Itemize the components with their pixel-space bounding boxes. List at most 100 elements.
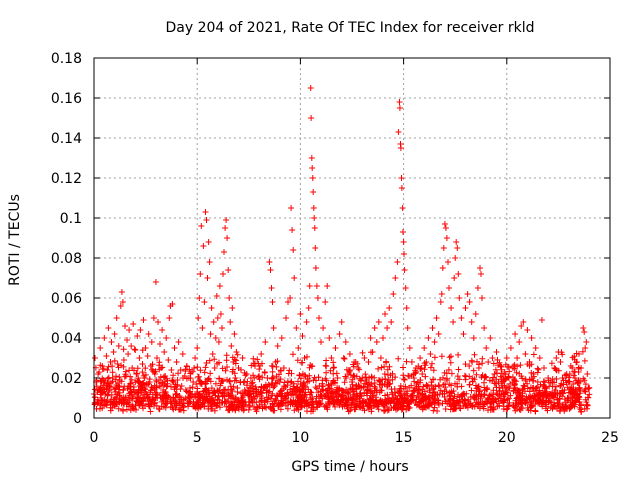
data-point: [185, 375, 192, 381]
data-point: [189, 391, 195, 397]
data-point: [423, 359, 430, 365]
data-point-band: [476, 388, 483, 394]
data-point-band: [222, 386, 229, 393]
data-point: [144, 353, 151, 359]
data-point-band: [511, 382, 518, 389]
data-point: [413, 365, 419, 371]
data-point: [227, 319, 234, 325]
data-point: [481, 325, 488, 331]
data-point-band: [367, 382, 374, 389]
data-point-band: [558, 404, 564, 411]
data-point: [400, 229, 406, 235]
data-point-band: [216, 359, 222, 366]
data-point-band: [212, 380, 219, 387]
data-point: [501, 369, 508, 375]
data-point-band: [389, 370, 396, 377]
data-point-band: [238, 395, 245, 402]
data-point-band: [195, 374, 202, 380]
data-point-band: [233, 404, 239, 411]
data-point: [440, 245, 447, 251]
data-point-band: [466, 381, 473, 388]
data-point-band: [520, 382, 527, 389]
data-point-band: [312, 384, 319, 391]
data-point-band: [107, 404, 114, 411]
data-point-band: [490, 391, 496, 398]
data-point: [179, 351, 186, 357]
data-point: [320, 325, 327, 331]
data-point-band: [551, 394, 558, 401]
data-point: [386, 305, 393, 311]
data-point: [563, 371, 570, 377]
data-point-band: [503, 376, 509, 382]
data-point-band: [578, 402, 585, 409]
data-point-band: [556, 396, 563, 402]
data-point-band: [294, 384, 301, 391]
data-point: [231, 331, 238, 337]
data-point-band: [519, 405, 526, 412]
data-point-band: [234, 399, 241, 406]
data-point-band: [331, 401, 338, 408]
data-point-band: [231, 370, 238, 377]
data-point: [140, 317, 147, 323]
data-point-band: [466, 373, 473, 380]
data-point-band: [195, 397, 202, 404]
data-point: [446, 285, 452, 291]
data-point: [230, 359, 237, 365]
data-point: [164, 383, 171, 389]
data-point-band: [336, 391, 343, 398]
data-point: [272, 359, 279, 365]
data-point-band: [234, 351, 241, 358]
data-point-band: [325, 399, 331, 405]
data-point-band: [300, 382, 307, 389]
data-point-band: [301, 372, 308, 378]
data-point-band: [412, 384, 418, 391]
data-point: [247, 375, 254, 381]
data-point: [97, 345, 104, 351]
data-point-band: [434, 391, 441, 398]
data-point: [118, 289, 125, 295]
data-point-band: [454, 373, 461, 380]
data-point-band: [240, 402, 247, 409]
data-point-band: [489, 406, 496, 413]
data-point: [102, 391, 109, 397]
data-point-band: [395, 355, 402, 362]
data-point-band: [198, 379, 205, 386]
data-point-band: [427, 364, 434, 371]
y-tick-label: 0.14: [51, 131, 82, 147]
data-point: [278, 335, 285, 341]
data-point: [402, 285, 409, 291]
data-point-band: [416, 387, 423, 394]
data-point: [215, 339, 222, 345]
data-point: [234, 385, 241, 391]
data-point: [342, 339, 349, 345]
data-point: [390, 291, 397, 297]
data-point-band: [109, 369, 116, 376]
data-point-band: [481, 387, 488, 394]
data-point: [349, 379, 355, 385]
data-point: [173, 359, 180, 365]
data-point: [239, 355, 246, 361]
data-point: [303, 319, 310, 325]
data-point: [530, 371, 537, 377]
data-point-band: [456, 376, 463, 383]
data-point-band: [449, 399, 456, 406]
data-point: [330, 365, 337, 371]
data-point-band: [323, 357, 330, 364]
data-point-band: [259, 405, 266, 412]
data-point-band: [452, 380, 458, 387]
data-point-band: [362, 399, 369, 405]
data-point-band: [177, 386, 184, 392]
data-point-band: [290, 391, 296, 398]
data-point-band: [576, 384, 583, 391]
data-point: [455, 271, 462, 277]
data-point-band: [323, 377, 330, 384]
data-point: [429, 325, 436, 331]
data-point: [443, 235, 450, 241]
data-point: [99, 363, 106, 369]
data-point-band: [531, 388, 537, 395]
data-point: [314, 295, 321, 301]
data-point: [536, 355, 543, 361]
data-point-band: [430, 367, 437, 374]
data-point-band: [412, 400, 419, 406]
data-point-band: [522, 400, 529, 407]
